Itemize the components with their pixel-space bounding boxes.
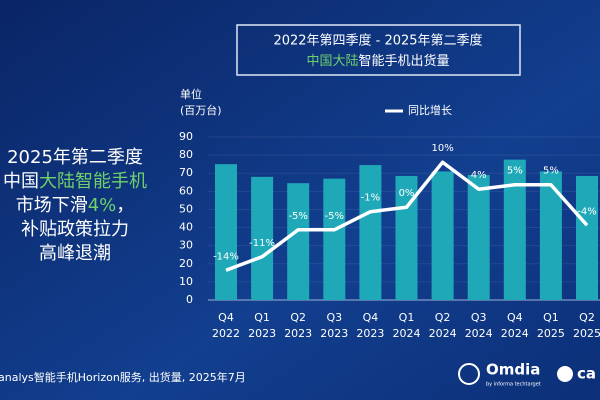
y-tick-label: 50 [179, 202, 193, 215]
x-tick-label: Q3 [326, 311, 342, 324]
headline-part: 中国 [3, 171, 39, 192]
bar [503, 159, 526, 300]
y-tick-label: 20 [179, 257, 193, 270]
x-tick-label: 2023 [320, 327, 348, 340]
logo-icon [458, 363, 480, 385]
data-label: -14% [213, 251, 239, 262]
headline-part: 4% [88, 195, 117, 216]
data-label: -1% [361, 193, 380, 204]
bar [539, 171, 562, 300]
data-label: -4% [577, 206, 596, 217]
bar [359, 165, 382, 300]
headline-part: 市场下滑 [16, 195, 88, 216]
y-axis-label: (百万台) [180, 103, 222, 117]
y-tick-label: 30 [179, 239, 193, 252]
data-label: 4% [471, 170, 487, 181]
line [225, 160, 589, 272]
headline-line: 高峰退潮 [39, 243, 111, 264]
x-tick-label: Q2 [579, 311, 595, 324]
bar [323, 178, 346, 300]
x-tick-label: 2024 [393, 327, 421, 340]
y-axis-label: 单位 [180, 87, 202, 101]
subtitle-part: 智能手机出货量 [359, 53, 450, 69]
x-tick-label: Q4 [507, 311, 523, 324]
bar [215, 164, 237, 300]
x-tick-label: Q2 [435, 311, 451, 324]
bar [431, 171, 454, 300]
legend-label: 同比增长 [408, 103, 452, 117]
x-tick-label: 2024 [465, 327, 493, 340]
bar [467, 175, 490, 300]
x-tick-label: 2023 [248, 327, 276, 340]
x-tick-label: Q1 [543, 311, 559, 324]
x-tick-label: 2024 [429, 327, 457, 340]
x-tick-label: Q4 [363, 311, 379, 324]
headline-line: 2025年第二季度 [7, 147, 143, 168]
title-box [236, 24, 521, 76]
headline-part: 2025年第二季度 [7, 147, 143, 168]
source: analys智能手机Horizon服务, 出货量, 2025年7月 [0, 370, 246, 384]
data-label: -11% [249, 238, 275, 249]
x-tick-label: 2023 [284, 327, 312, 340]
headline-part: 大陆智能手机 [39, 171, 147, 192]
headline-line: 市场下滑4%， [16, 195, 135, 216]
chart-subtitle: 中国大陆智能手机出货量 [306, 53, 449, 69]
headline-part: ， [116, 195, 134, 216]
y-tick-label: 60 [179, 184, 193, 197]
data-label: 0% [399, 188, 415, 199]
bar [576, 175, 598, 300]
x-tick-label: Q2 [290, 311, 306, 324]
logo2: ca [577, 365, 596, 383]
y-tick-label: 70 [179, 166, 193, 179]
x-tick-label: Q1 [399, 311, 415, 324]
data-label: 10% [431, 143, 453, 154]
x-tick-label: Q1 [254, 311, 270, 324]
x-tick-label: 2025 [573, 327, 600, 340]
x-tick-label: 2023 [356, 327, 384, 340]
x-tick-label: 2025 [537, 327, 565, 340]
headline-part: 高峰退潮 [39, 243, 111, 264]
x-tick-label: 2024 [501, 327, 529, 340]
bar [251, 176, 274, 300]
y-tick-label: 0 [186, 293, 193, 306]
y-tick-label: 10 [179, 275, 193, 288]
bar [287, 183, 310, 300]
chart-title: 2022年第四季度 - 2025年第二季度 [273, 33, 482, 49]
headline-line: 补贴政策拉力 [21, 219, 129, 240]
data-label: 5% [507, 166, 523, 177]
y-tick-label: 80 [179, 148, 193, 161]
logo: Omdia [486, 361, 540, 379]
x-tick-label: 2022 [212, 327, 240, 340]
subtitle-part: 中国大陆 [306, 53, 358, 69]
logo-sub: by informa techtarget [486, 382, 541, 388]
data-label: -5% [288, 211, 307, 222]
data-label: 5% [543, 166, 559, 177]
x-tick-label: Q3 [471, 311, 487, 324]
x-tick-label: Q4 [218, 311, 234, 324]
y-tick-label: 90 [179, 130, 193, 143]
headline-part: 补贴政策拉力 [21, 219, 129, 240]
headline-line: 中国大陆智能手机 [3, 171, 147, 192]
logo2-icon [557, 366, 573, 382]
y-tick-label: 40 [179, 221, 193, 234]
data-label: -5% [325, 211, 344, 222]
